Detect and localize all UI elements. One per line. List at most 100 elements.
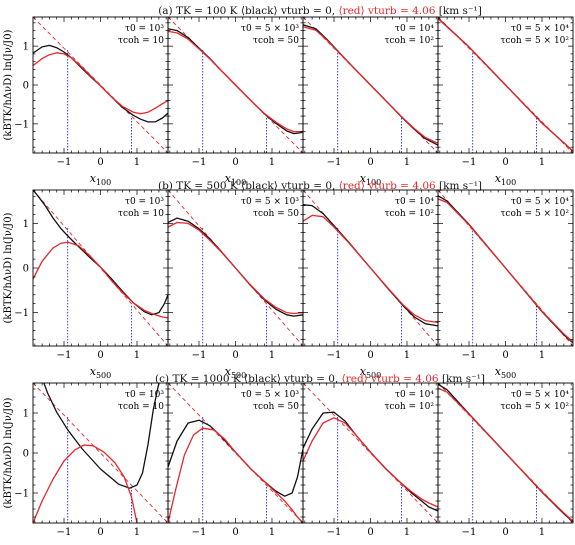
x-axis-label: x100 [495, 172, 517, 187]
series-line-red [438, 18, 573, 152]
row-title-part: [km s⁻¹] [436, 180, 482, 192]
x-tick-label: 0 [367, 157, 373, 168]
x-tick-label: 0 [367, 350, 373, 361]
series-line-red [33, 241, 168, 319]
x-tick-label: −1 [462, 350, 477, 361]
y-tick-label: −1 [14, 308, 29, 319]
dashed-reference-line [33, 383, 168, 523]
x-tick-label: 1 [134, 157, 140, 168]
x-tick-label: −1 [462, 527, 477, 538]
x-axis-label: x1000 [87, 542, 114, 545]
x-axis-label-main: x [90, 172, 97, 185]
panel: −1 0 1 x500 τ0 = 5 × 10⁴ τcoh = 5 × 10² [437, 189, 574, 380]
tau0-label: τ0 = 10⁴ [395, 24, 434, 34]
tau-coh-label: τcoh = 10² [384, 402, 434, 412]
y-tick-label: −1 [14, 489, 29, 500]
x-tick-label: 1 [134, 350, 140, 361]
row-title-part: (b) TK = 500 K ⟨black⟩ vturb = 0, [158, 180, 339, 192]
y-tick-label: 0 [23, 264, 29, 275]
panel: −1 0 1 x100 τ0 = 10⁴ τcoh = 10² [302, 16, 439, 187]
x-axis-label-main: x [495, 365, 502, 378]
x-axis-label-subscript: 100 [231, 178, 246, 187]
series-line-red [438, 387, 573, 522]
tau-coh-label: τcoh = 50 [253, 36, 299, 46]
x-axis-label-main: x [222, 542, 229, 545]
row-title: (a) TK = 100 K ⟨black⟩ vturb = 0, ⟨red⟩ … [158, 5, 482, 17]
x-axis-label: x100 [360, 172, 382, 187]
dashed-reference-line [168, 190, 303, 346]
series-line-red [168, 427, 303, 523]
x-axis-label-main: x [87, 542, 94, 545]
tau-coh-label: τcoh = 10 [118, 209, 164, 219]
tau-coh-label: τcoh = 10 [118, 36, 164, 46]
tau0-label: τ0 = 5 × 10⁴ [511, 390, 569, 400]
row-title-part: ⟨red⟩ vturb = 4.06 [338, 5, 435, 17]
dashed-reference-line [303, 190, 438, 346]
panel: −1 0 1 x500 1 0 −1 τ0 = 10³ τcoh = 10 [14, 189, 169, 380]
y-axis-label: (kBTK/hΔνD) ln(Jν/J0) [3, 212, 14, 323]
series-line-red [303, 26, 438, 144]
tau0-label: τ0 = 5 × 10³ [241, 24, 299, 34]
series-line-black [303, 204, 438, 327]
x-tick-label: 0 [97, 157, 103, 168]
dashed-reference-line [303, 383, 438, 523]
x-tick-label: −1 [192, 527, 207, 538]
x-tick-label: 1 [539, 527, 545, 538]
panel: −1 0 1 x500 τ0 = 10⁴ τcoh = 10² [302, 189, 439, 380]
x-tick-label: 0 [502, 350, 508, 361]
x-axis-label: x100 [225, 172, 247, 187]
panel: −1 0 1 x500 τ0 = 5 × 10³ τcoh = 50 [167, 189, 304, 380]
x-tick-label: 0 [367, 527, 373, 538]
series-line-black [33, 44, 168, 123]
x-axis-label-main: x [360, 365, 367, 378]
row-title: (c) TK = 1000 K ⟨black⟩ vturb = 0, ⟨red⟩… [155, 373, 485, 385]
row-title-part: ⟨red⟩ vturb = 4.06 [339, 180, 436, 192]
x-tick-label: 0 [97, 527, 103, 538]
panel: −1 0 1 x1000 τ0 = 5 × 10⁴ τcoh = 5 × 10² [437, 382, 574, 545]
tau-coh-label: τcoh = 5 × 10² [500, 402, 569, 412]
y-tick-label: 0 [23, 449, 29, 460]
x-tick-label: 1 [269, 157, 275, 168]
series-line-black [168, 419, 303, 497]
panel: −1 0 1 x1000 τ0 = 10⁴ τcoh = 10² [302, 382, 439, 545]
series-line-red [33, 52, 168, 115]
x-tick-label: 1 [269, 527, 275, 538]
x-tick-label: 1 [404, 350, 410, 361]
row-title-part: [km s⁻¹] [439, 373, 485, 385]
row-title: (b) TK = 500 K ⟨black⟩ vturb = 0, ⟨red⟩ … [158, 180, 482, 192]
row-title-part: ⟨red⟩ vturb = 4.06 [342, 373, 439, 385]
dashed-reference-line [168, 383, 303, 523]
x-tick-label: 1 [404, 527, 410, 538]
panel: −1 0 1 x100 τ0 = 5 × 10⁴ τcoh = 5 × 10² [437, 16, 574, 187]
y-tick-label: 0 [23, 81, 29, 92]
x-axis-label-subscript: 100 [366, 178, 381, 187]
series-line-red [438, 198, 573, 343]
x-tick-label: 1 [539, 157, 545, 168]
tau-coh-label: τcoh = 10² [384, 209, 434, 219]
y-axis-label: (kBTK/hΔνD) ln(Jν/J0) [3, 29, 14, 140]
panel: −1 0 1 x100 1 0 −1 τ0 = 10³ τcoh = 10 [14, 16, 169, 187]
x-axis-label: x500 [360, 365, 382, 380]
tau-coh-label: τcoh = 10 [118, 402, 164, 412]
x-tick-label: 0 [232, 527, 238, 538]
x-tick-label: 0 [232, 350, 238, 361]
panel: −1 0 1 x100 τ0 = 5 × 10³ τcoh = 50 [167, 16, 304, 187]
y-axis-label: (kBTK/hΔνD) ln(Jν/J0) [3, 397, 14, 508]
series-line-black [43, 383, 160, 489]
series-line-red [168, 221, 303, 315]
x-axis-label-main: x [225, 365, 232, 378]
x-axis-label-subscript: 500 [501, 371, 516, 380]
x-tick-label: 1 [404, 157, 410, 168]
tau0-label: τ0 = 5 × 10⁴ [511, 24, 569, 34]
x-tick-label: 0 [97, 350, 103, 361]
x-tick-label: 0 [502, 527, 508, 538]
x-axis-label: x500 [225, 365, 247, 380]
tau-coh-label: τcoh = 50 [253, 209, 299, 219]
x-tick-label: −1 [57, 350, 72, 361]
series-line-red [168, 30, 303, 133]
x-axis-label-main: x [492, 542, 499, 545]
y-tick-label: 1 [23, 219, 29, 230]
x-axis-label-subscript: 500 [96, 371, 111, 380]
x-tick-label: −1 [192, 350, 207, 361]
